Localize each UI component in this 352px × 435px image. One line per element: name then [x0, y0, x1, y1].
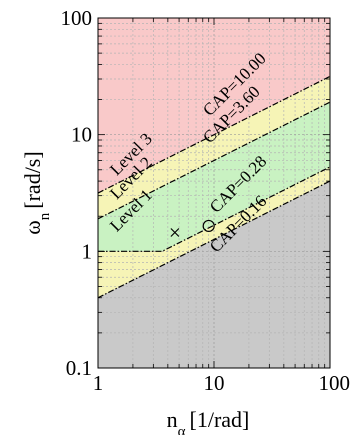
region-level-3 [98, 18, 330, 194]
boundary-line-1 [98, 75, 330, 194]
y-axis-label-main: ω [20, 220, 45, 234]
point-marker-circle [202, 219, 215, 233]
y-tick-label: 0.1 [66, 356, 92, 380]
y-axis-label-subscript: n [37, 212, 53, 220]
x-axis-label: nα [1/rad] [167, 407, 250, 435]
region-level-2-lower [98, 166, 330, 298]
y-tick-label: 100 [61, 6, 93, 30]
boundary-line-2 [98, 101, 330, 220]
x-axis-label-main: n [167, 407, 178, 432]
boundary-line-4 [98, 180, 330, 299]
y-axis-label-unit: [rad/s] [20, 151, 45, 208]
x-tick-label: 1 [93, 371, 104, 395]
x-axis-label-subscript: α [178, 424, 186, 435]
y-axis-label: ωn [rad/s] [20, 151, 53, 234]
boundary-layer [98, 75, 330, 299]
x-axis-label-unit: [1/rad] [190, 407, 250, 432]
region-level-1 [98, 102, 330, 252]
grid-layer [98, 18, 330, 368]
x-tick-label: 100 [319, 371, 351, 395]
y-tick-label: 1 [82, 239, 93, 263]
point-marker-x [170, 228, 180, 237]
boundary-line-3 [98, 166, 330, 252]
x-tick-label: 10 [204, 371, 225, 395]
points-layer [170, 219, 215, 237]
y-tick-label: 10 [71, 123, 92, 147]
